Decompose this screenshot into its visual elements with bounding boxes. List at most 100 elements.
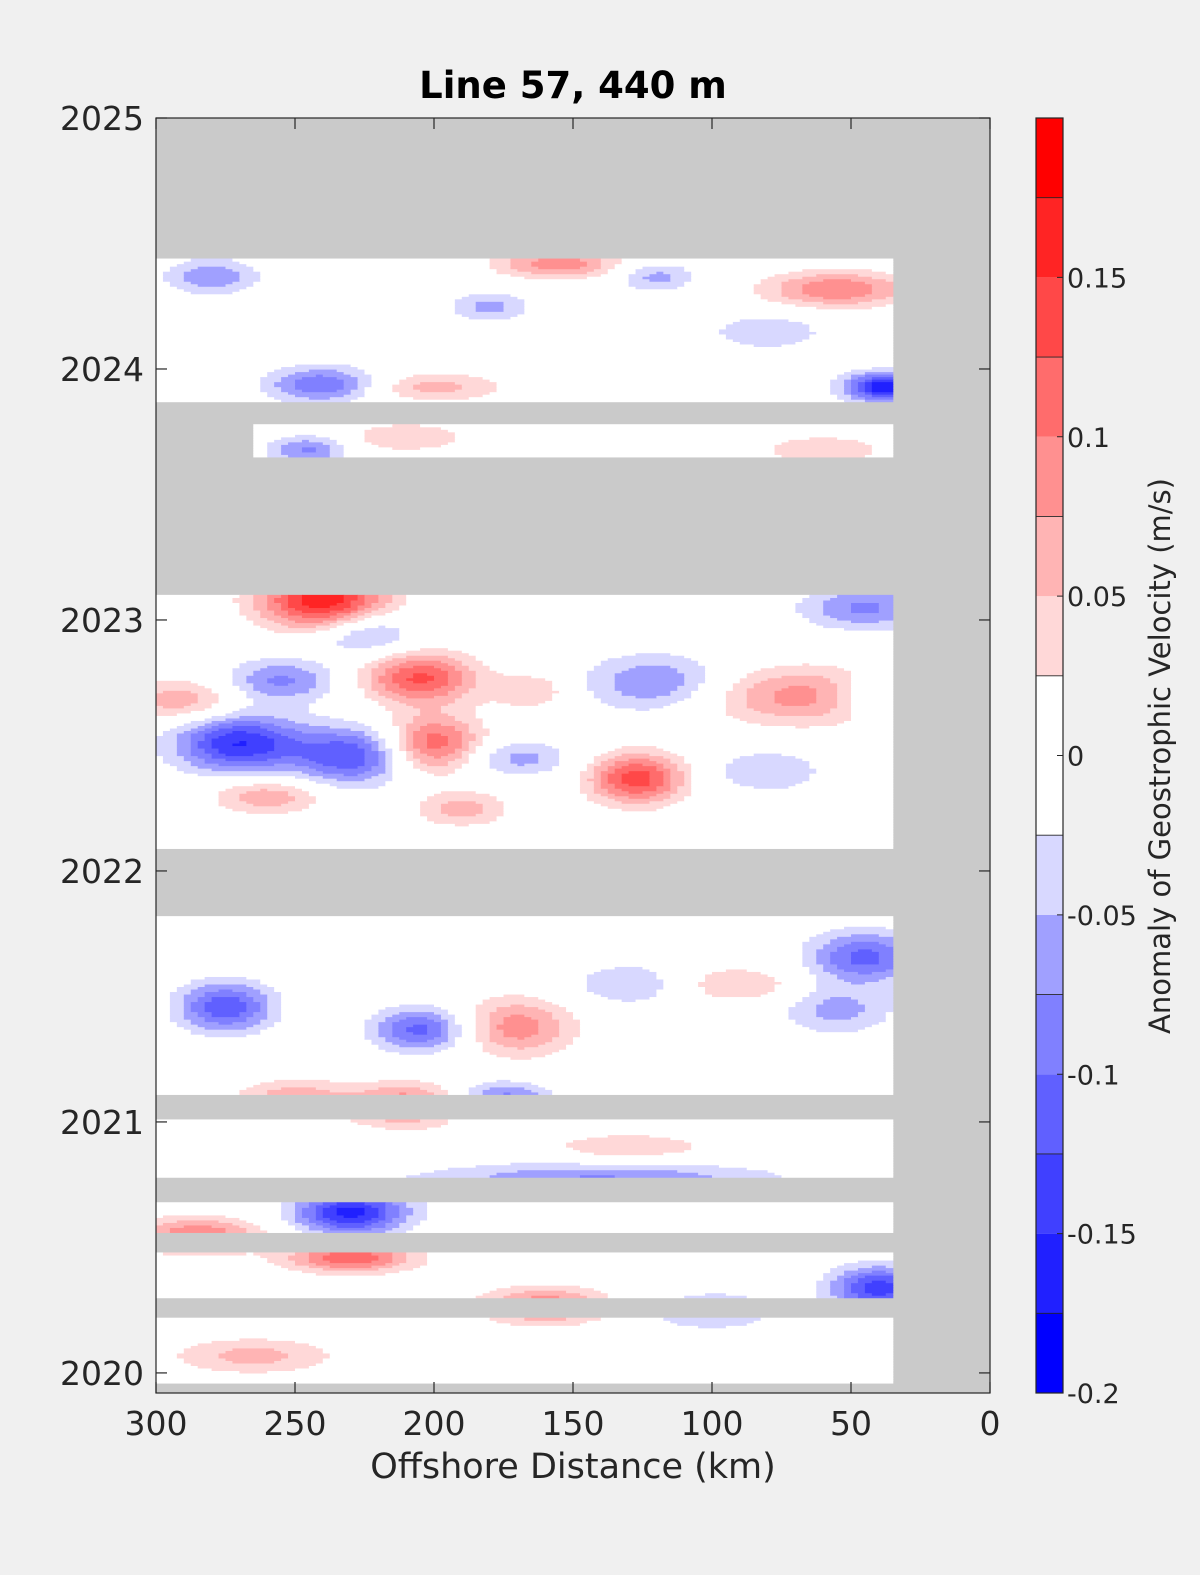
- field-cell: [802, 291, 873, 295]
- field-cell: [156, 356, 894, 360]
- field-cell: [322, 692, 366, 696]
- field-cell: [274, 740, 303, 744]
- field-cell: [427, 815, 498, 819]
- x-tick-label: 250: [264, 1404, 327, 1443]
- field-cell: [156, 647, 421, 651]
- field-cell: [350, 630, 400, 634]
- field-cell: [274, 675, 289, 679]
- colorbar-level: [1036, 118, 1063, 198]
- field-cell: [691, 770, 727, 774]
- field-cell: [267, 758, 310, 762]
- field-cell: [385, 1209, 400, 1213]
- field-cell: [371, 1124, 442, 1128]
- field-cell: [281, 1003, 400, 1008]
- field-cell: [156, 1367, 213, 1372]
- field-cell: [614, 763, 630, 767]
- field-cell: [371, 426, 442, 430]
- field-cell: [614, 783, 630, 787]
- field-cell: [420, 758, 456, 762]
- field-cell: [656, 993, 713, 998]
- field-cell: [788, 439, 859, 443]
- field-cell: [461, 695, 553, 699]
- field-cell: [420, 808, 442, 812]
- field-cell: [788, 1008, 817, 1013]
- field-cell: [844, 1262, 894, 1266]
- field-cell: [461, 755, 470, 759]
- field-cell: [851, 368, 894, 373]
- field-cell: [468, 667, 491, 671]
- field-cell: [857, 1277, 894, 1281]
- field-cell: [156, 760, 164, 764]
- field-cell: [246, 690, 261, 694]
- field-cell: [684, 760, 734, 764]
- field-cell: [885, 1280, 894, 1284]
- field-cell: [649, 770, 664, 774]
- field-cell: [802, 758, 894, 762]
- field-cell: [315, 712, 393, 716]
- field-cell: [392, 652, 470, 656]
- field-cell: [795, 609, 824, 614]
- field-cell: [802, 662, 810, 666]
- field-cell: [156, 268, 171, 272]
- field-cell: [461, 763, 491, 767]
- field-cell: [371, 384, 393, 388]
- field-cell: [573, 1039, 894, 1043]
- field-cell: [607, 805, 664, 809]
- field-cell: [691, 783, 741, 787]
- field-cell: [461, 313, 518, 317]
- field-cell: [406, 735, 414, 739]
- field-cell: [156, 1137, 588, 1141]
- field-cell: [489, 760, 512, 764]
- field-cell: [301, 597, 345, 601]
- field-cell: [385, 602, 407, 606]
- field-cell: [816, 951, 831, 955]
- field-cell: [399, 1019, 435, 1023]
- field-cell: [156, 316, 470, 320]
- field-cell: [684, 758, 734, 762]
- field-cell: [156, 1006, 171, 1010]
- field-cell: [517, 1036, 525, 1040]
- field-cell: [698, 1172, 776, 1176]
- field-cell: [260, 271, 498, 275]
- field-cell: [392, 712, 421, 716]
- field-cell: [677, 768, 692, 772]
- field-cell: [607, 788, 623, 792]
- field-cell: [162, 690, 192, 694]
- field-cell: [267, 727, 296, 731]
- field-cell: [385, 1019, 400, 1023]
- field-cell: [802, 946, 824, 950]
- field-cell: [420, 647, 449, 651]
- field-cell: [176, 735, 192, 739]
- field-cell: [336, 642, 386, 646]
- field-cell: [461, 730, 470, 734]
- colorbar-level: [1036, 436, 1063, 517]
- field-cell: [739, 680, 762, 684]
- field-cell: [878, 953, 894, 957]
- field-cell: [336, 1224, 366, 1228]
- field-cell: [851, 941, 880, 945]
- field-cell: [190, 680, 234, 684]
- field-cell: [586, 276, 630, 280]
- field-cell: [510, 760, 539, 764]
- field-cell: [684, 1295, 748, 1299]
- field-cell: [447, 1167, 748, 1171]
- field-cell: [844, 1285, 852, 1289]
- field-cell: [461, 737, 477, 742]
- field-cell: [461, 386, 498, 390]
- field-cell: [413, 763, 428, 767]
- field-cell: [600, 662, 699, 666]
- field-cell: [621, 773, 651, 777]
- field-cell: [239, 261, 491, 265]
- field-cell: [399, 740, 407, 744]
- field-cell: [267, 788, 303, 792]
- field-cell: [830, 996, 852, 1000]
- colorbar-level: [1036, 1313, 1063, 1393]
- field-cell: [378, 690, 393, 694]
- field-cell: [218, 692, 247, 696]
- field-cell: [482, 720, 748, 724]
- field-cell: [260, 988, 275, 993]
- field-cell: [524, 1036, 553, 1040]
- field-cell: [399, 637, 894, 641]
- field-cell: [392, 672, 414, 676]
- field-cell: [871, 298, 894, 302]
